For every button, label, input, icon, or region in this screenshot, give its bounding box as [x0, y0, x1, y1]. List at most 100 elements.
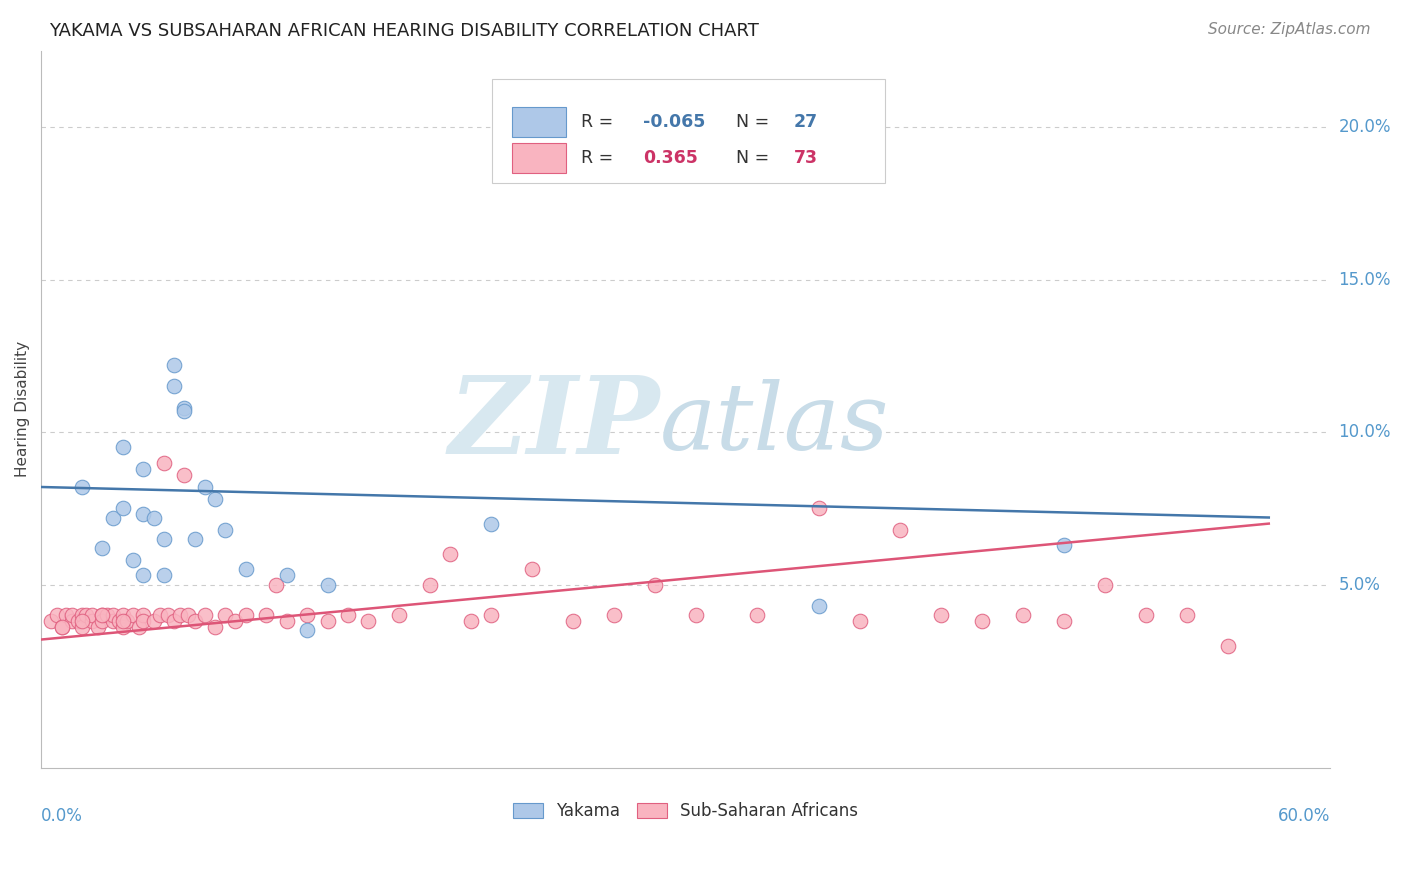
Point [101, 614, 124, 628]
Point [132, 608, 155, 623]
Point [295, 608, 318, 623]
Point [169, 608, 191, 623]
Point [111, 614, 134, 628]
Text: 27: 27 [794, 113, 818, 131]
Text: 60.0%: 60.0% [1278, 807, 1330, 825]
Point [70, 620, 93, 634]
Point [1216, 639, 1239, 653]
Point [276, 614, 298, 628]
Text: 10.0%: 10.0% [1339, 423, 1391, 441]
Text: -0.065: -0.065 [643, 113, 706, 131]
Point [266, 577, 288, 591]
Point [173, 401, 195, 415]
Point [132, 614, 155, 628]
FancyBboxPatch shape [512, 107, 565, 137]
Point [51, 620, 73, 634]
Point [132, 508, 155, 522]
Point [1094, 577, 1116, 591]
Point [194, 480, 217, 494]
Point [316, 614, 339, 628]
Point [163, 379, 186, 393]
Point [479, 608, 502, 623]
Point [153, 568, 176, 582]
Point [122, 553, 145, 567]
Point [177, 608, 200, 623]
Point [204, 492, 226, 507]
Point [183, 614, 205, 628]
Point [149, 608, 172, 623]
Point [183, 532, 205, 546]
Point [111, 440, 134, 454]
Text: 0.0%: 0.0% [41, 807, 83, 825]
Point [163, 358, 186, 372]
Point [60, 608, 83, 623]
Point [60, 614, 83, 628]
Point [41, 614, 63, 628]
Point [55, 608, 77, 623]
Point [115, 614, 138, 628]
Point [51, 620, 73, 634]
Point [214, 523, 236, 537]
Point [603, 608, 626, 623]
Point [235, 608, 257, 623]
Point [522, 562, 544, 576]
Point [128, 620, 150, 634]
Point [419, 577, 441, 591]
Point [214, 608, 236, 623]
Text: N =: N = [735, 113, 775, 131]
Point [132, 568, 155, 582]
Point [101, 510, 124, 524]
Text: Source: ZipAtlas.com: Source: ZipAtlas.com [1208, 22, 1371, 37]
Point [46, 608, 69, 623]
Point [479, 516, 502, 531]
Text: ZIP: ZIP [449, 370, 659, 476]
Point [972, 614, 994, 628]
Point [1053, 614, 1076, 628]
Point [254, 608, 277, 623]
Legend: Yakama, Sub-Saharan Africans: Yakama, Sub-Saharan Africans [513, 802, 858, 821]
Text: R =: R = [581, 149, 619, 167]
Point [75, 608, 97, 623]
Point [82, 614, 104, 628]
Point [101, 608, 124, 623]
Point [685, 608, 707, 623]
Point [235, 562, 257, 576]
FancyBboxPatch shape [512, 144, 565, 173]
Text: 5.0%: 5.0% [1339, 575, 1381, 594]
Point [807, 599, 830, 613]
Point [747, 608, 769, 623]
Point [66, 614, 89, 628]
Point [1053, 538, 1076, 552]
Point [173, 467, 195, 482]
Point [224, 614, 246, 628]
Point [91, 608, 114, 623]
Point [357, 614, 380, 628]
Point [562, 614, 585, 628]
Point [142, 510, 165, 524]
Text: 20.0%: 20.0% [1339, 118, 1391, 136]
Text: 15.0%: 15.0% [1339, 270, 1391, 288]
FancyBboxPatch shape [492, 79, 886, 184]
Point [142, 614, 165, 628]
Point [108, 614, 131, 628]
Point [204, 620, 226, 634]
Point [132, 461, 155, 475]
Point [848, 614, 870, 628]
Point [96, 608, 118, 623]
Point [439, 547, 461, 561]
Point [70, 608, 93, 623]
Point [388, 608, 411, 623]
Text: atlas: atlas [659, 378, 890, 468]
Point [316, 577, 339, 591]
Point [111, 620, 134, 634]
Point [111, 608, 134, 623]
Point [173, 403, 195, 417]
Point [889, 523, 911, 537]
Point [337, 608, 360, 623]
Point [91, 614, 114, 628]
Point [460, 614, 482, 628]
Point [1012, 608, 1035, 623]
Point [87, 620, 110, 634]
Point [276, 568, 298, 582]
Point [70, 480, 93, 494]
